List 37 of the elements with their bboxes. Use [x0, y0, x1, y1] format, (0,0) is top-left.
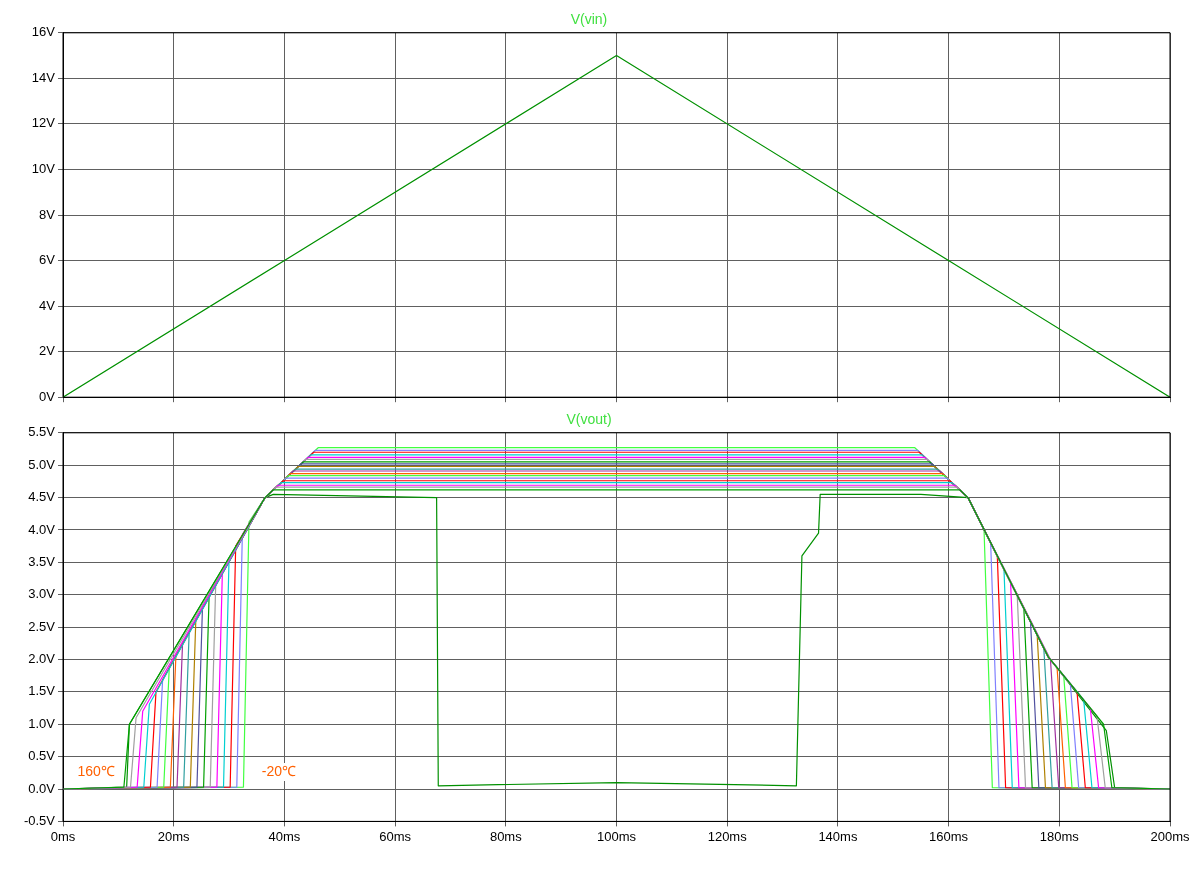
y-tick-label: 3.5V	[28, 553, 56, 569]
chart-title: V(vin)	[570, 11, 608, 28]
y-tick-label: 4.5V	[28, 489, 56, 505]
y-tick-label: 3.0V	[28, 586, 56, 602]
y-tick-label: 2.0V	[28, 651, 56, 667]
y-tick-label: 4.0V	[28, 521, 56, 537]
x-tick-label: 140ms	[818, 828, 858, 844]
y-tick-label: 10V	[31, 161, 56, 177]
x-tick-label: 20ms	[157, 828, 191, 844]
y-tick-label: 0.0V	[28, 780, 56, 796]
x-tick-label: 100ms	[596, 828, 637, 844]
x-tick-label: 40ms	[268, 828, 301, 844]
x-tick-label: 180ms	[1039, 828, 1080, 844]
y-tick-label: 2.5V	[28, 618, 56, 634]
x-tick-label: 60ms	[379, 828, 412, 844]
y-tick-label: 16V	[31, 24, 56, 40]
y-tick-label: 12V	[31, 115, 56, 131]
y-tick-label: 0V	[39, 388, 56, 404]
x-tick-label: 120ms	[707, 828, 748, 844]
y-tick-label: 5.0V	[28, 456, 56, 472]
y-tick-label: 4V	[39, 297, 56, 313]
y-tick-label: 0.5V	[28, 748, 56, 764]
y-tick-label: 8V	[39, 206, 56, 222]
annotation: 160℃	[77, 762, 115, 779]
x-tick-label: 160ms	[929, 828, 969, 844]
y-tick-label: -0.5V	[23, 812, 56, 828]
y-tick-label: 14V	[31, 69, 56, 85]
y-tick-label: 6V	[39, 252, 56, 268]
y-tick-label: 1.0V	[28, 715, 56, 731]
x-tick-label: 0ms	[50, 828, 76, 844]
annotation: -20℃	[261, 762, 296, 779]
y-tick-label: 1.5V	[28, 683, 56, 699]
y-tick-label: 5.5V	[28, 424, 56, 440]
y-tick-label: 2V	[39, 343, 56, 359]
chart-title: V(vout)	[566, 411, 612, 428]
x-tick-label: 80ms	[489, 828, 523, 844]
x-tick-label: 200ms	[1150, 828, 1190, 844]
